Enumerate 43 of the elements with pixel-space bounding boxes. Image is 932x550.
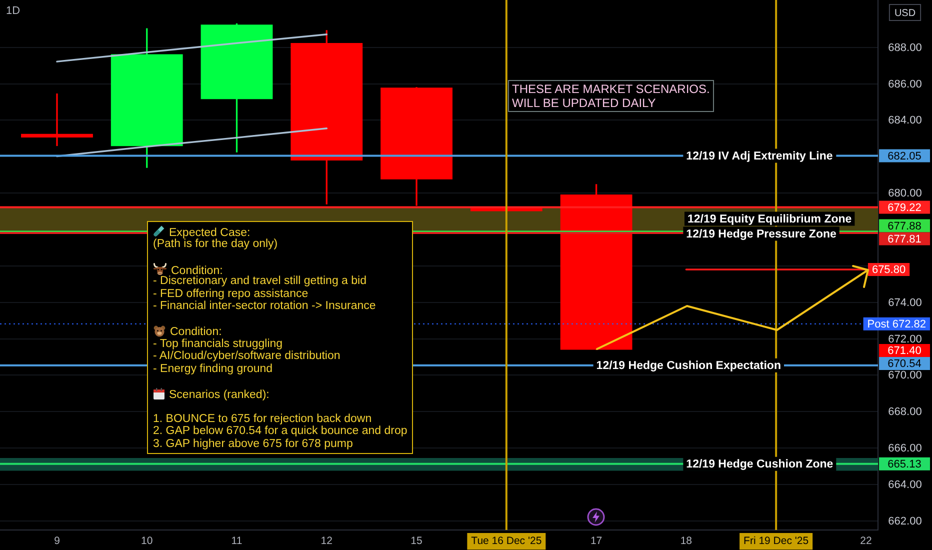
x-tick-label: Fri 19 Dec '25 [744, 535, 809, 548]
text: 671.40 [888, 345, 922, 358]
x-tick-label: 11 [231, 535, 242, 548]
annotation: Condition: - Top financials struggling - AI/Cloud/cyber/software distribution - Energy finding ground [153, 326, 340, 374]
annotation: Scenarios (ranked): 1. BOUNCE to 675 for rejection back down 2. GAP below 670.54 for a quick bounce and drop 3. GAP higher above 675 for 678 pump [153, 388, 408, 450]
chart-title: 1D [6, 5, 20, 18]
ref-line-label: 682.05 [888, 150, 922, 162]
candlestick [21, 93, 93, 146]
y-tick-label: 664.00 [888, 479, 922, 491]
annotation: 12/19 Hedge Pressure Zone [686, 228, 836, 240]
x-tick-label: 17 [590, 535, 602, 548]
annotation: 12/19 IV Adj Extremity Line [686, 150, 833, 162]
y-tick-label: 686.00 [888, 78, 922, 90]
y-tick-label: 680.00 [888, 188, 922, 200]
ref-line-label: 670.54 [888, 358, 922, 370]
x-tick-label: 9 [54, 535, 60, 548]
annotation: 12/19 Hedge Cushion Zone [686, 458, 834, 471]
annotation: 12/19 Hedge Cushion Expectation [596, 360, 781, 372]
x-tick-label: 15 [410, 535, 423, 548]
ref-line-label: 665.13 [888, 458, 922, 470]
annotation: THESE ARE MARKET SCENARIOS. WILL BE UPDATED DAILY [512, 82, 710, 110]
y-axis-title: USD [894, 8, 916, 19]
data-label: 675.80 [872, 264, 906, 276]
y-tick-label: 672.00 [888, 333, 922, 346]
y-tick-label: 674.00 [888, 296, 922, 309]
band-label: 12/19 Equity Equilibrium Zone [687, 213, 852, 226]
ref-line-label: 679.22 [888, 202, 922, 214]
ref-line-label: Post 672.82 [867, 318, 926, 330]
annotation: Expected Case: (Path is for the day only) [153, 227, 278, 250]
ref-line-label: 677.88 [888, 220, 922, 232]
x-tick-label: 18 [680, 535, 692, 548]
ref-line-label: 677.81 [888, 233, 922, 246]
x-tick-label: 22 [860, 535, 872, 548]
y-tick-label: 668.00 [888, 406, 922, 418]
y-tick-label: 688.00 [888, 42, 922, 54]
y-tick-label: 666.00 [888, 442, 922, 455]
x-tick-label: Tue 16 Dec '25 [471, 535, 542, 548]
annotation: Condition: - Discretionary and travel still getting a bid - FED offering repo assistance - Financial inter-sector rotation -> Insurance [153, 264, 376, 312]
x-tick-label: 12 [320, 535, 333, 548]
y-tick-label: 684.00 [888, 114, 922, 127]
x-tick-label: 10 [141, 535, 153, 548]
y-tick-label: 662.00 [888, 515, 922, 528]
y-tick-label: 670.00 [888, 370, 922, 382]
